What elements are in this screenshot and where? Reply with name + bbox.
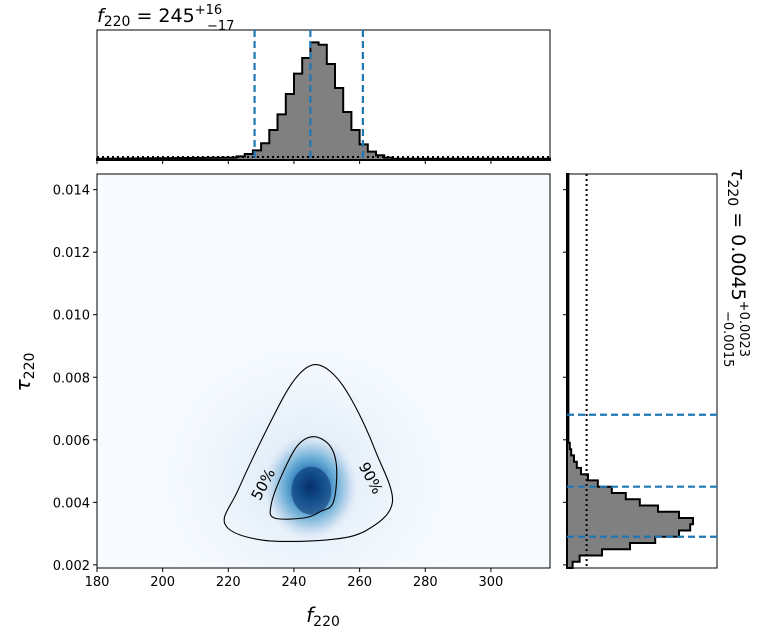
right-title-eq: = 0.0045 <box>727 206 749 300</box>
x-tick-label: 260 <box>347 575 372 590</box>
x-tick-label: 300 <box>478 575 503 590</box>
y-tick-label: 0.014 <box>53 184 90 199</box>
right-marginal-panel: τ220 = 0.0045+0.0023−0.0015 <box>563 168 751 569</box>
y-axis-label-sub: 220 <box>22 353 38 380</box>
top-title-sub: 220 <box>104 14 131 30</box>
right-title-sub2: −0.0015 <box>720 311 735 367</box>
top-title-sup: +16 <box>195 3 222 18</box>
y-tick-label: 0.010 <box>53 309 90 324</box>
top-marginal-title: f220 = 245+16 −17 <box>97 3 234 34</box>
density-core <box>291 466 332 515</box>
top-title-sub2: −17 <box>207 19 234 34</box>
x-axis-label-base: f <box>306 603 316 627</box>
top-marginal-panel: f220 = 245+16 −17 <box>96 3 551 164</box>
x-tick-label: 200 <box>150 575 175 590</box>
y-tick-label: 0.006 <box>53 434 90 449</box>
top-title-eq: = 245 <box>130 5 194 27</box>
x-tick-label: 180 <box>85 575 110 590</box>
x-axis-label: f220 <box>306 603 340 630</box>
y-tick-label: 0.004 <box>53 496 90 511</box>
top-histogram <box>96 41 551 161</box>
x-tick-label: 220 <box>216 575 241 590</box>
right-title-sup: +0.0023 <box>736 301 751 357</box>
joint-frame <box>96 173 551 569</box>
joint-panel: 50% 90% 180 200 220 240 260 280 300 0.0020.0040… <box>11 173 551 630</box>
contour-90 <box>223 364 394 543</box>
right-title-sub: 220 <box>724 179 740 206</box>
y-tick-label: 0.012 <box>53 246 90 261</box>
y-axis-label: τ220 <box>11 353 38 392</box>
x-tick-label: 240 <box>282 575 307 590</box>
top-title-base: f <box>97 5 107 27</box>
y-tick-label: 0.002 <box>53 559 90 574</box>
y-tick-label: 0.008 <box>53 371 90 386</box>
x-axis-label-sub: 220 <box>313 614 340 630</box>
right-title-base: τ <box>727 168 749 180</box>
contour-50 <box>269 436 338 520</box>
x-tick-label: 280 <box>413 575 438 590</box>
right-histogram <box>566 173 694 569</box>
y-axis-label-base: τ <box>11 378 35 391</box>
right-marginal-title: τ220 = 0.0045+0.0023−0.0015 <box>720 168 751 367</box>
